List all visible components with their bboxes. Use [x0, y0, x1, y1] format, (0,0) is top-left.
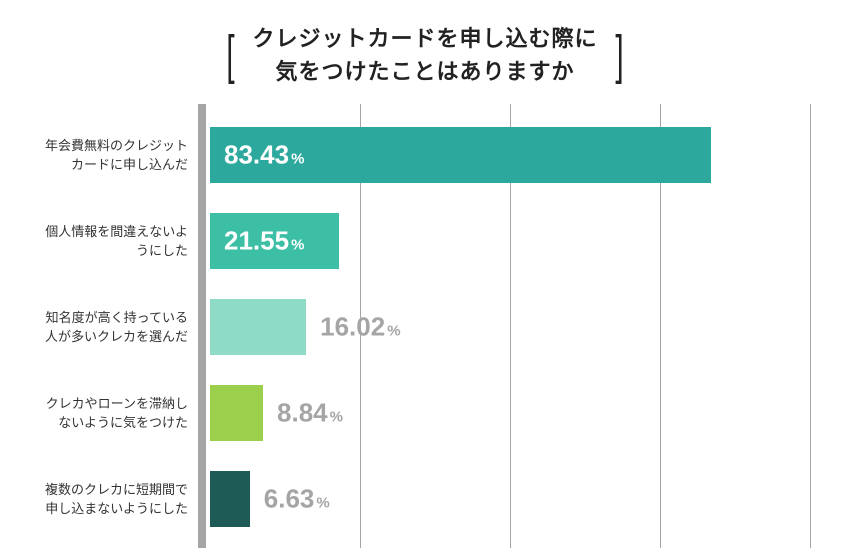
category-label: 個人情報を間違えないようにした [0, 222, 188, 261]
value-label: 8.84% [277, 398, 343, 429]
right-bracket: ] [609, 28, 628, 82]
title-line-2: 気をつけたことはありますか [275, 59, 574, 84]
value-number: 8.84 [277, 398, 328, 428]
value-label: 6.63% [264, 484, 330, 515]
value-label: 21.55% [224, 226, 304, 257]
category-label: 年会費無料のクレジットカードに申し込んだ [0, 136, 188, 175]
chart-row: クレカやローンを滞納しないように気をつけた8.84% [210, 370, 810, 456]
bar-chart: 年会費無料のクレジットカードに申し込んだ83.43%個人情報を間違えないようにし… [210, 112, 810, 548]
value-label: 16.02% [320, 312, 400, 343]
chart-title-container: [ クレジットカードを申し込む際に 気をつけたことはありますか ] [0, 0, 850, 112]
chart-title: クレジットカードを申し込む際に 気をつけたことはありますか [248, 22, 601, 88]
percent-sign: % [387, 323, 400, 340]
bar: 6.63% [210, 471, 250, 527]
gridline [810, 104, 811, 548]
percent-sign: % [291, 151, 304, 168]
category-label: 複数のクレカに短期間で申し込まないようにした [0, 480, 188, 519]
value-number: 21.55 [224, 226, 289, 256]
chart-row: 複数のクレカに短期間で申し込まないようにした6.63% [210, 456, 810, 542]
value-label: 83.43% [224, 140, 304, 171]
bar: 16.02% [210, 299, 306, 355]
bar: 8.84% [210, 385, 263, 441]
bar: 21.55% [210, 213, 339, 269]
chart-rows: 年会費無料のクレジットカードに申し込んだ83.43%個人情報を間違えないようにし… [210, 112, 810, 542]
percent-sign: % [330, 409, 343, 426]
value-number: 83.43 [224, 140, 289, 170]
chart-row: 年会費無料のクレジットカードに申し込んだ83.43% [210, 112, 810, 198]
value-number: 6.63 [264, 484, 315, 514]
chart-row: 個人情報を間違えないようにした21.55% [210, 198, 810, 284]
category-label: クレカやローンを滞納しないように気をつけた [0, 394, 188, 433]
y-axis [198, 104, 206, 548]
value-number: 16.02 [320, 312, 385, 342]
category-label: 知名度が高く持っている人が多いクレカを選んだ [0, 308, 188, 347]
percent-sign: % [316, 495, 329, 512]
left-bracket: [ [221, 28, 240, 82]
percent-sign: % [291, 237, 304, 254]
chart-row: 知名度が高く持っている人が多いクレカを選んだ16.02% [210, 284, 810, 370]
title-line-1: クレジットカードを申し込む際に [252, 26, 597, 51]
bar: 83.43% [210, 127, 711, 183]
